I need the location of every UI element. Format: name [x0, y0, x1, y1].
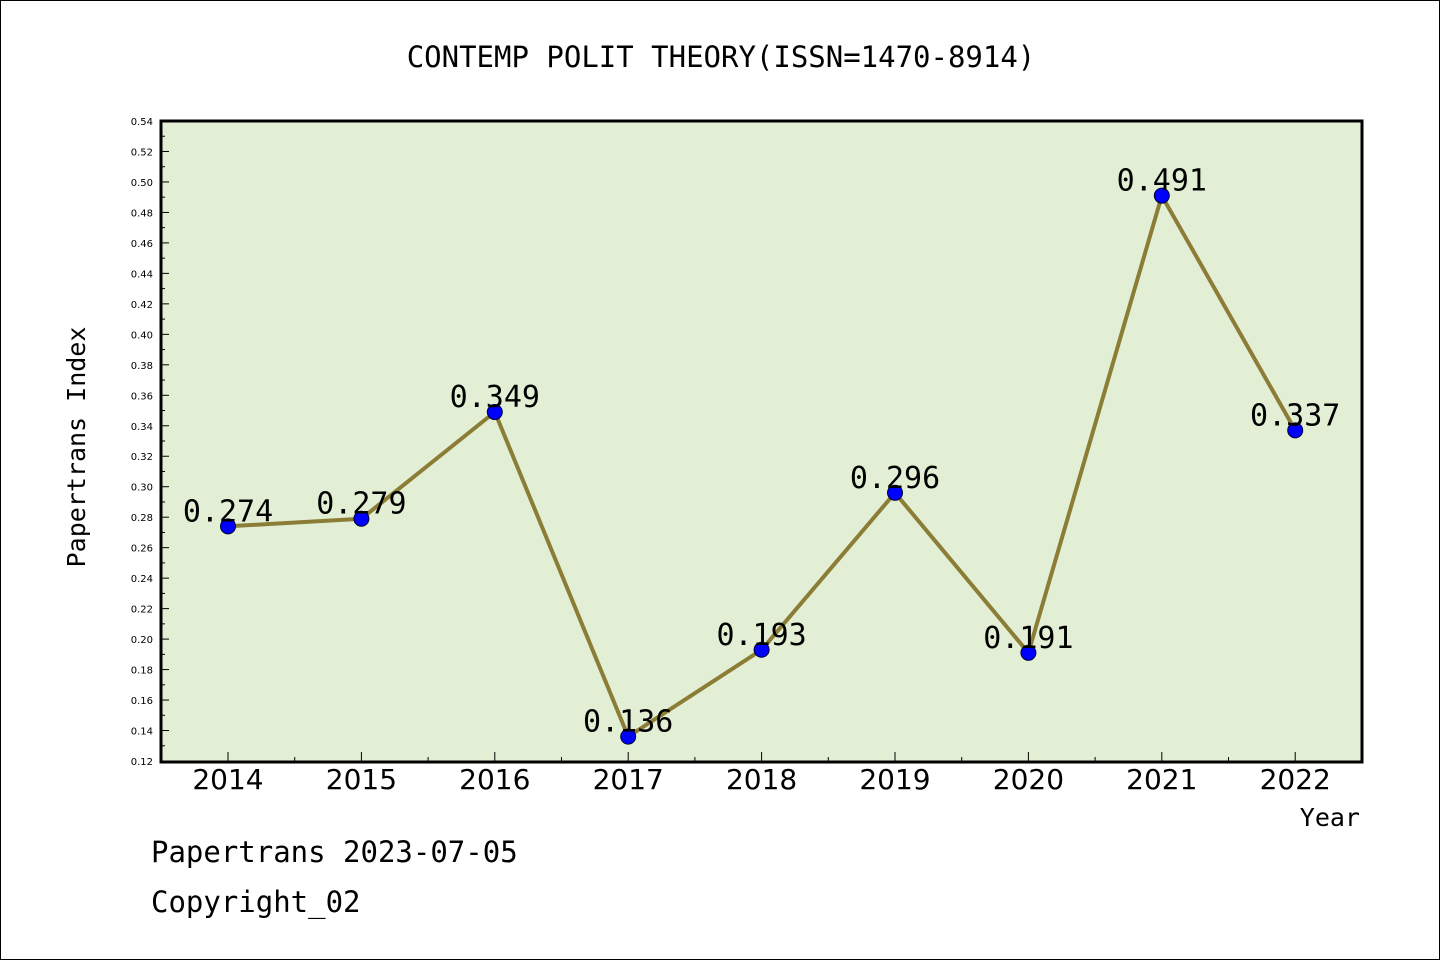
plot-area [159, 119, 1364, 764]
x-tick-label: 2022 [1260, 763, 1331, 796]
x-tick-label: 2020 [993, 763, 1064, 796]
y-axis: 0.12 0.14 0.16 0.18 0.20 0.22 0.24 0.26 0.28 0.30… [131, 117, 169, 768]
y-tick-label: 0.34 [131, 422, 153, 433]
data-point [753, 641, 770, 658]
data-point [1153, 187, 1170, 204]
data-label: 0.296 [850, 461, 940, 496]
data-label: 0.279 [316, 487, 406, 522]
data-point [486, 404, 503, 421]
x-axis-label: Year [1300, 803, 1360, 832]
y-tick-label: 0.30 [131, 483, 153, 494]
y-tick-label: 0.48 [131, 208, 153, 219]
x-tick-label: 2015 [326, 763, 397, 796]
x-tick-label: 2018 [726, 763, 797, 796]
data-point [353, 510, 370, 527]
x-tick-label: 2016 [459, 763, 530, 796]
y-tick-label: 0.46 [131, 239, 153, 250]
y-tick-label: 0.14 [131, 727, 153, 738]
y-tick-label: 0.54 [131, 117, 153, 128]
y-tick-label: 0.16 [131, 696, 153, 707]
y-tick-label: 0.18 [131, 666, 153, 677]
y-tick-label: 0.50 [131, 178, 153, 189]
y-tick-label: 0.32 [131, 452, 153, 463]
data-point [620, 728, 637, 745]
data-label: 0.491 [1117, 164, 1207, 199]
x-tick-label: 2021 [1126, 763, 1197, 796]
data-point [1020, 644, 1037, 661]
data-point [1287, 422, 1304, 439]
data-label: 0.349 [450, 380, 540, 415]
footer-date: Papertrans 2023-07-05 [151, 835, 518, 869]
data-point [887, 484, 903, 501]
data-labels: 0.274 0.279 0.349 0.136 0.193 0.296 0.191 0.491… [183, 164, 1341, 740]
y-tick-label: 0.12 [131, 757, 153, 768]
y-tick-label: 0.26 [131, 544, 153, 555]
x-tick-label: 2019 [859, 763, 930, 796]
x-tick-label: 2014 [192, 763, 263, 796]
x-tick-label: 2017 [593, 763, 664, 796]
chart-title: CONTEMP POLIT THEORY(ISSN=1470-8914) [407, 40, 1036, 74]
data-point [220, 518, 236, 535]
y-tick-label: 0.44 [131, 269, 153, 280]
data-label: 0.193 [716, 618, 806, 653]
y-tick-label: 0.52 [131, 147, 153, 158]
x-axis: 2014 2015 2016 2017 2018 2019 2020 2021 2022 [192, 752, 1331, 796]
y-axis-label: Papertrans Index [62, 327, 91, 568]
y-tick-label: 0.22 [131, 605, 153, 616]
y-tick-label: 0.36 [131, 391, 153, 402]
data-label: 0.274 [183, 494, 273, 529]
y-tick-label: 0.38 [131, 361, 153, 372]
footer-copyright: Copyright_02 [151, 885, 361, 919]
y-tick-label: 0.20 [131, 635, 153, 646]
data-label: 0.337 [1250, 398, 1340, 433]
data-label: 0.191 [983, 621, 1073, 656]
y-tick-label: 0.28 [131, 513, 153, 524]
data-points [220, 187, 1304, 745]
y-tick-label: 0.42 [131, 300, 153, 311]
y-tick-label: 0.40 [131, 330, 153, 341]
data-label: 0.136 [583, 705, 673, 740]
y-tick-label: 0.24 [131, 574, 153, 585]
